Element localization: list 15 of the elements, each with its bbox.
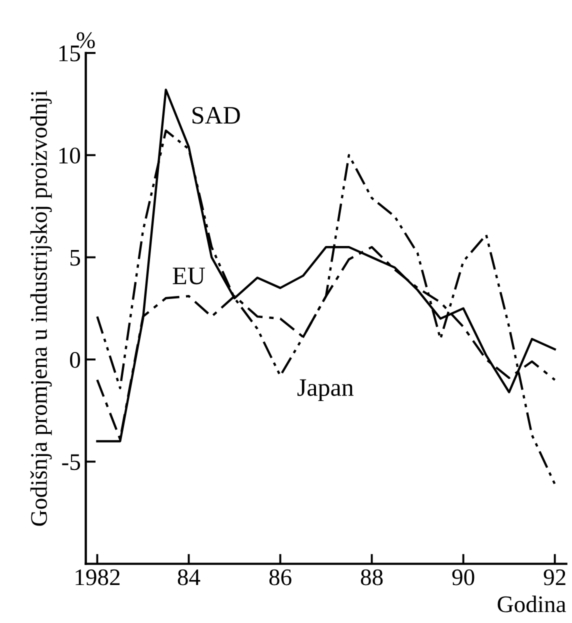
y-axis-title: Godišnja promjena u industrijskoj proizvodnji	[30, 90, 52, 526]
y-tick-label: -5	[62, 454, 80, 470]
y-tick-label: 0	[70, 352, 80, 368]
x-tick-label: 84	[178, 569, 200, 586]
y-tick-label: 10	[59, 148, 80, 164]
series-label: EU	[172, 268, 205, 284]
x-axis-title: Godina	[498, 596, 566, 612]
series-label: SAD	[192, 106, 240, 124]
x-tick-label: 1982	[76, 569, 120, 586]
x-tick-label: 86	[269, 569, 292, 586]
x-tick-label: 90	[452, 569, 474, 586]
y-tick-label: 5	[70, 250, 80, 266]
x-tick-label: 92	[544, 569, 566, 586]
series-label: Japan	[297, 379, 354, 402]
x-tick-label: 88	[360, 569, 383, 586]
